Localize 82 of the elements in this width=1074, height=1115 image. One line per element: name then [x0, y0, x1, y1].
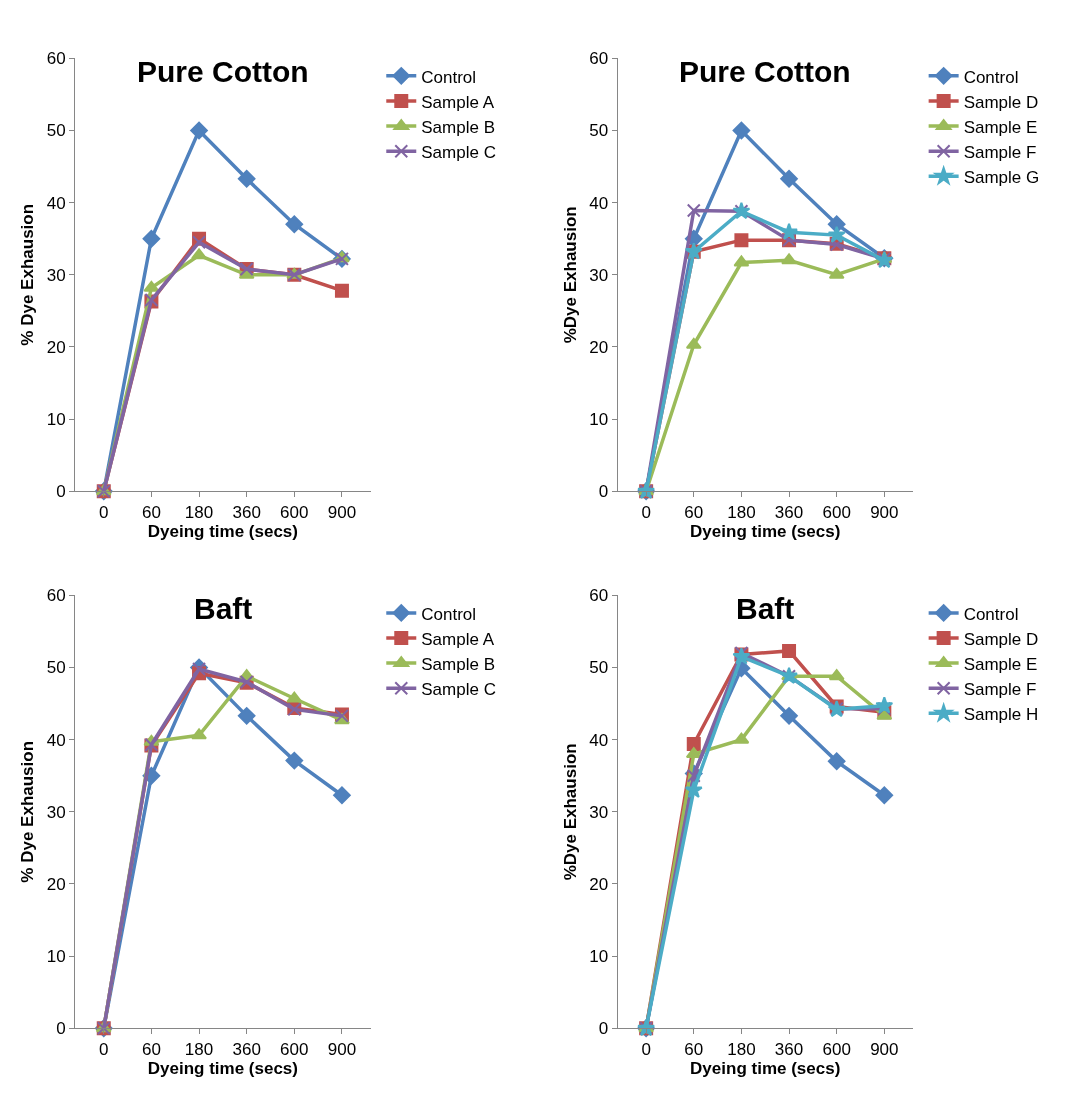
y-tick-label: 10: [46, 410, 66, 430]
y-axis-title: %Dye Exhausion: [560, 743, 580, 881]
y-axis-title: % Dye Exhausion: [18, 740, 38, 883]
legend-label: Sample D: [963, 629, 1039, 649]
x-axis-title: Dyeing time (secs): [147, 1058, 298, 1078]
legend-label: Sample A: [421, 629, 495, 649]
x-axis-title: Dyeing time (secs): [690, 521, 841, 541]
chart-title: Pure Cotton: [137, 55, 309, 88]
y-tick-label: 50: [589, 121, 609, 141]
x-tick-label: 180: [184, 1039, 214, 1059]
y-tick-label: 30: [589, 802, 609, 822]
x-tick-label: 60: [141, 502, 161, 522]
legend-label: Sample G: [963, 167, 1040, 187]
legend-label: Control: [963, 604, 1019, 624]
x-axis-title: Dyeing time (secs): [147, 521, 298, 541]
x-tick-label: 180: [184, 502, 214, 522]
x-tick-label: 60: [141, 1039, 161, 1059]
x-tick-label: 900: [327, 1039, 357, 1059]
y-tick-label: 0: [598, 1019, 609, 1039]
x-tick-label: 600: [822, 502, 851, 522]
x-tick-label: 360: [232, 502, 261, 522]
legend-label: Control: [421, 604, 477, 624]
y-tick-label: 30: [589, 265, 609, 285]
legend-label: Control: [963, 67, 1019, 87]
legend-label: Sample B: [421, 117, 495, 137]
legend-label: Sample E: [963, 654, 1038, 674]
x-tick-label: 0: [99, 502, 109, 522]
y-tick-label: 40: [589, 193, 609, 213]
legend-label: Sample E: [963, 117, 1038, 137]
chart-title: Pure Cotton: [679, 55, 851, 88]
x-tick-label: 600: [822, 1039, 851, 1059]
y-tick-label: 10: [589, 410, 609, 430]
y-tick-label: 60: [589, 49, 609, 69]
y-tick-label: 40: [46, 730, 66, 750]
y-tick-label: 20: [589, 337, 609, 357]
legend-label: Sample B: [421, 654, 495, 674]
y-tick-label: 50: [46, 121, 66, 141]
x-tick-label: 600: [280, 1039, 309, 1059]
y-tick-label: 60: [46, 49, 66, 69]
x-tick-label: 360: [774, 502, 804, 522]
x-tick-label: 60: [684, 1039, 704, 1059]
y-tick-label: 60: [46, 586, 66, 606]
y-tick-label: 0: [56, 482, 66, 502]
y-tick-label: 40: [46, 193, 66, 213]
legend-label: Sample A: [421, 92, 495, 112]
y-tick-label: 30: [46, 802, 66, 822]
x-tick-label: 360: [232, 1039, 261, 1059]
chart-title: Baft: [736, 592, 795, 625]
y-tick-label: 40: [589, 730, 609, 750]
legend-label: Sample C: [421, 679, 496, 699]
y-tick-label: 0: [56, 1019, 66, 1039]
legend-label: Sample C: [421, 142, 496, 162]
legend-label: Control: [421, 67, 477, 87]
legend-label: Sample F: [963, 679, 1037, 699]
x-axis-title: Dyeing time (secs): [690, 1058, 841, 1078]
legend-label: Sample D: [963, 92, 1039, 112]
x-tick-label: 0: [99, 1039, 109, 1059]
y-axis-title: % Dye Exhausion: [18, 203, 38, 346]
y-tick-label: 50: [589, 658, 609, 678]
y-tick-label: 20: [46, 874, 66, 894]
y-tick-label: 60: [589, 586, 609, 606]
legend-label: Sample F: [963, 142, 1037, 162]
chart-title: Baft: [194, 592, 253, 625]
x-tick-label: 0: [641, 502, 651, 522]
y-axis-title: %Dye Exhausion: [560, 206, 580, 344]
y-tick-label: 50: [46, 658, 66, 678]
y-tick-label: 30: [46, 265, 66, 285]
x-tick-label: 600: [280, 502, 309, 522]
x-tick-label: 360: [774, 1039, 804, 1059]
y-tick-label: 20: [46, 337, 66, 357]
x-tick-label: 0: [641, 1039, 651, 1059]
x-tick-label: 180: [727, 1039, 756, 1059]
x-tick-label: 60: [684, 502, 704, 522]
y-tick-label: 0: [598, 482, 609, 502]
x-tick-label: 900: [327, 502, 357, 522]
y-tick-label: 10: [46, 947, 66, 967]
y-tick-label: 20: [589, 874, 609, 894]
x-tick-label: 180: [727, 502, 756, 522]
x-tick-label: 900: [870, 502, 899, 522]
legend-label: Sample H: [963, 704, 1039, 724]
y-tick-label: 10: [589, 947, 609, 967]
x-tick-label: 900: [870, 1039, 899, 1059]
